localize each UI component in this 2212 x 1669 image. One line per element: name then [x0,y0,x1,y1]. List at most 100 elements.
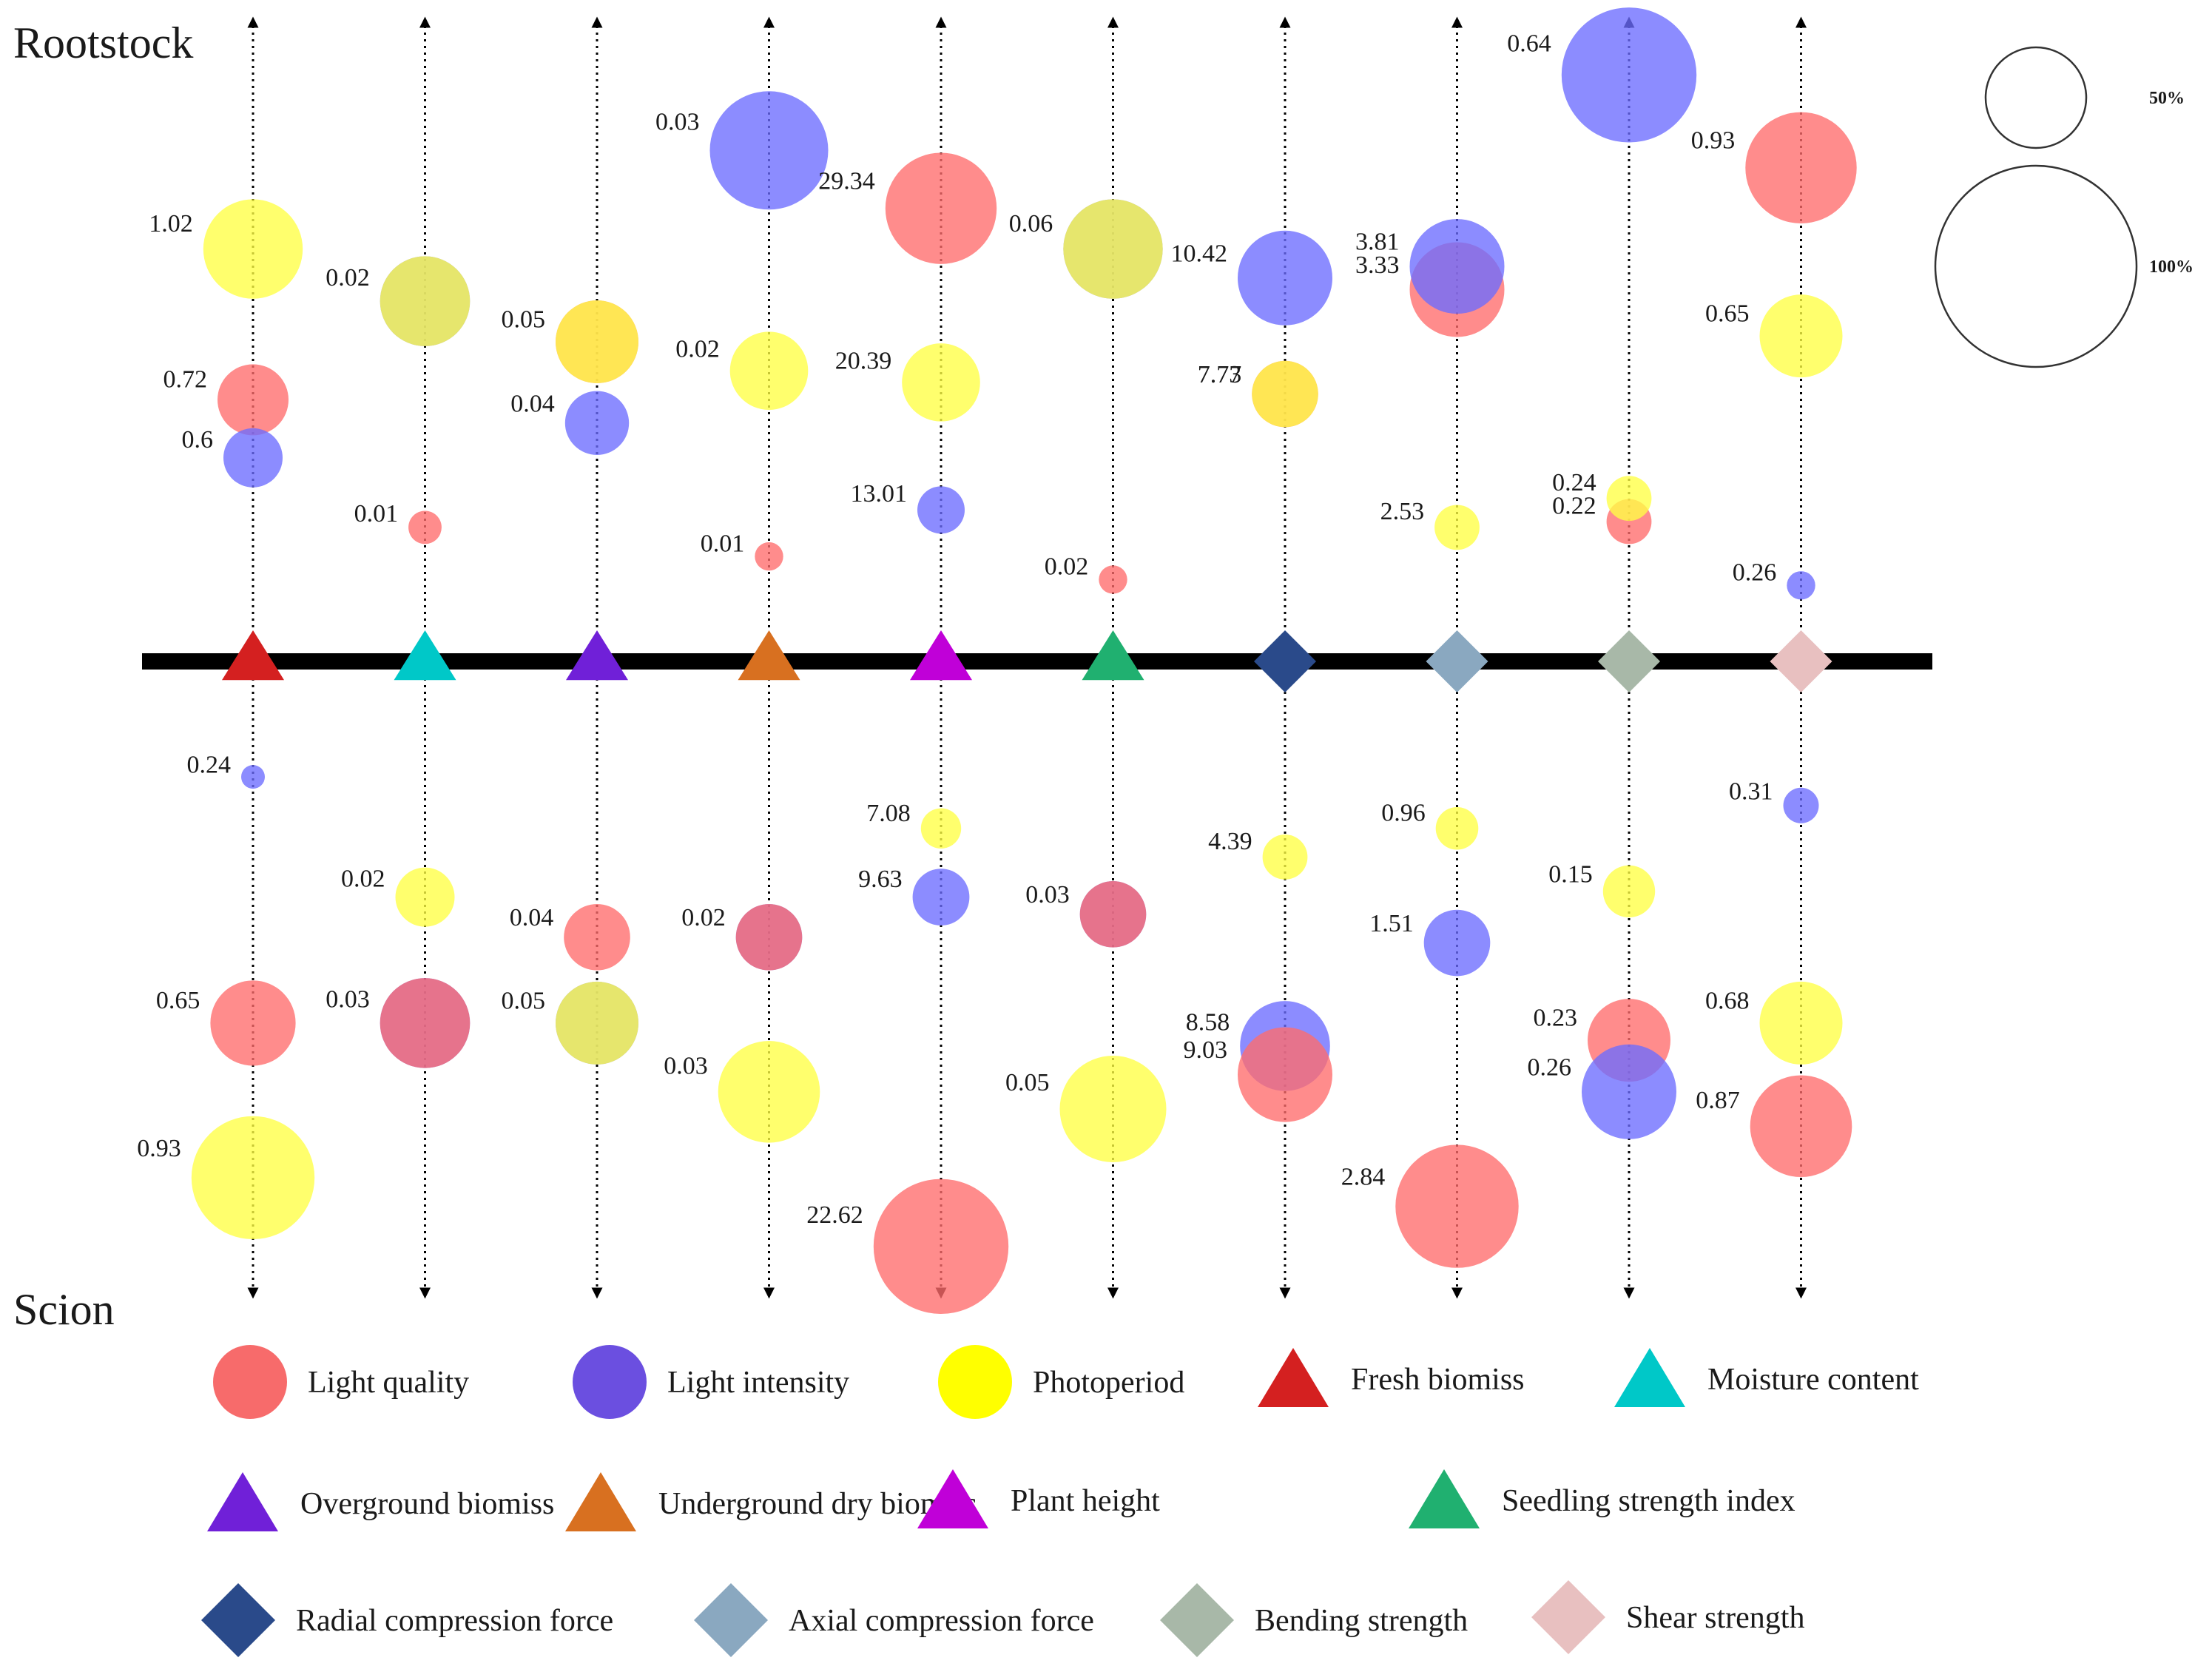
legend: Light quality Light intensity Photoperiod F… [201,1345,1919,1657]
legend-triangle-icon [565,1472,636,1531]
rootstock-label: Rootstock [13,18,193,67]
bubble-value-label: 0.22 [1552,492,1596,519]
bubble-value-label: 7.73 [1198,361,1242,388]
bubble-photoperiod [1063,199,1163,299]
legend-circle-icon [573,1345,647,1419]
legend-label: Light intensity [667,1366,849,1400]
bubble-photoperiod [556,981,638,1065]
bubble-value-label: 0.01 [354,500,399,527]
bubble-value-label: 0.23 [1534,1005,1578,1032]
bubble-value-label: 0.68 [1705,987,1750,1014]
legend-label: Photoperiod [1033,1366,1184,1400]
bubble-value-label: 0.02 [326,264,370,291]
bubble-value-label: 4.39 [1208,828,1252,855]
bubble-light-quality [1238,1027,1332,1122]
bubble-light-quality [873,1179,1009,1314]
triangle-marker [910,630,972,681]
legend-item-1: Light quality [213,1345,469,1419]
bubble-light-quality [755,542,783,571]
column-7: 7.737.77 10.42 4.39 8.589.03 [1171,16,1332,1299]
legend-item-4: Fresh biomiss [1258,1348,1525,1407]
bubble-light-intensity [223,428,283,488]
column-8: 2.53 3.333.81 0.96 1.51 2.84 [1341,16,1519,1299]
bubble-photoperiod [1606,476,1652,522]
legend-item-8: Plant height [917,1469,1160,1528]
bubble-light-quality [408,510,442,544]
legend-triangle-icon [207,1472,278,1531]
triangle-marker [394,630,456,681]
legend-triangle-icon [917,1469,988,1528]
bubble-light-quality [1079,881,1147,948]
bubble-value-label: 7.77 [1198,361,1242,388]
bubble-value-label: 22.62 [806,1201,863,1229]
bubble-value-label: 10.42 [1171,240,1228,267]
bubble-photoperiod [1434,505,1480,550]
legend-diamond-icon [1531,1580,1605,1654]
bubble-light-intensity [1238,230,1332,326]
bubble-light-quality [885,152,997,264]
bubble-value-label: 0.93 [1691,127,1736,154]
bubble-value-label: 3.81 [1355,229,1400,256]
bubble-light-quality [564,904,630,971]
legend-item-12: Bending strength [1160,1583,1468,1657]
size-legend-circle [1934,164,2138,368]
bubble-light-intensity [912,869,970,926]
bubble-photoperiod [920,808,962,849]
legend-label: Overground biomiss [300,1487,554,1521]
bubble-photoperiod [1759,981,1843,1065]
size-legend-label: 100% [2149,257,2194,277]
size-legend: 50% 100% [1934,46,2194,368]
bubble-photoperiod [729,331,809,410]
bubble-value-label: 0.05 [502,987,546,1014]
bubble-value-label: 0.01 [701,530,745,557]
bubble-value-label: 0.06 [1009,210,1053,237]
legend-item-2: Light intensity [573,1345,849,1419]
bubble-photoperiod [556,300,638,383]
bubble-light-intensity [917,486,965,534]
bubble-value-label: 0.03 [664,1053,708,1080]
column-4: 0.01 0.02 0.03 0.02 0.03 [655,16,829,1299]
bubble-value-label: 0.04 [510,904,554,931]
legend-label: Bending strength [1255,1604,1468,1638]
bubble-value-label: 2.53 [1380,498,1425,525]
bubble-value-label: 0.15 [1548,861,1593,889]
legend-item-6: Overground biomiss [207,1472,554,1531]
bubble-value-label: 0.24 [1552,469,1596,496]
legend-label: Plant height [1011,1484,1160,1518]
bubble-value-label: 20.39 [835,347,892,374]
bubble-value-label: 0.02 [675,336,720,363]
bubble-value-label: 0.03 [655,108,700,135]
bubble-light-quality [1395,1144,1519,1268]
bubble-light-intensity [1783,787,1819,823]
bubble-value-label: 0.05 [502,306,546,333]
bubble-photoperiod [1435,806,1479,850]
legend-label: Shear strength [1626,1601,1804,1635]
bubble-light-intensity [1561,7,1697,143]
legend-item-13: Shear strength [1531,1580,1804,1654]
bubble-light-intensity [1582,1044,1676,1139]
diamond-marker [1598,630,1660,692]
column-1: 0.72 0.6 1.02 0.24 0.65 0.93 [137,16,315,1299]
bubble-photoperiod [191,1116,315,1240]
legend-circle-icon [938,1345,1012,1419]
bubble-value-label: 0.64 [1507,30,1551,57]
triangle-marker [566,630,628,681]
bubble-value-label: 0.02 [681,904,726,931]
bubble-value-label: 0.04 [510,391,555,418]
column-9: 0.220.24 0.64 0.15 0.23 0.26 [1507,7,1697,1299]
bubble-value-label: 9.63 [858,866,903,893]
legend-triangle-icon [1258,1348,1329,1407]
legend-label: Moisture content [1707,1363,1919,1397]
legend-triangle-icon [1614,1348,1685,1407]
bubble-light-quality [1750,1075,1852,1178]
scion-label: Scion [13,1285,115,1334]
legend-item-3: Photoperiod [938,1345,1184,1419]
triangle-marker [738,630,800,681]
bubble-value-label: 0.93 [137,1135,181,1162]
bubble-photoperiod [718,1041,820,1143]
bubble-light-intensity [241,765,265,789]
size-legend-label: 50% [2149,89,2185,108]
triangle-marker [1082,630,1144,681]
legend-item-9: Seedling strength index [1409,1469,1795,1528]
legend-label: Seedling strength index [1502,1484,1795,1518]
